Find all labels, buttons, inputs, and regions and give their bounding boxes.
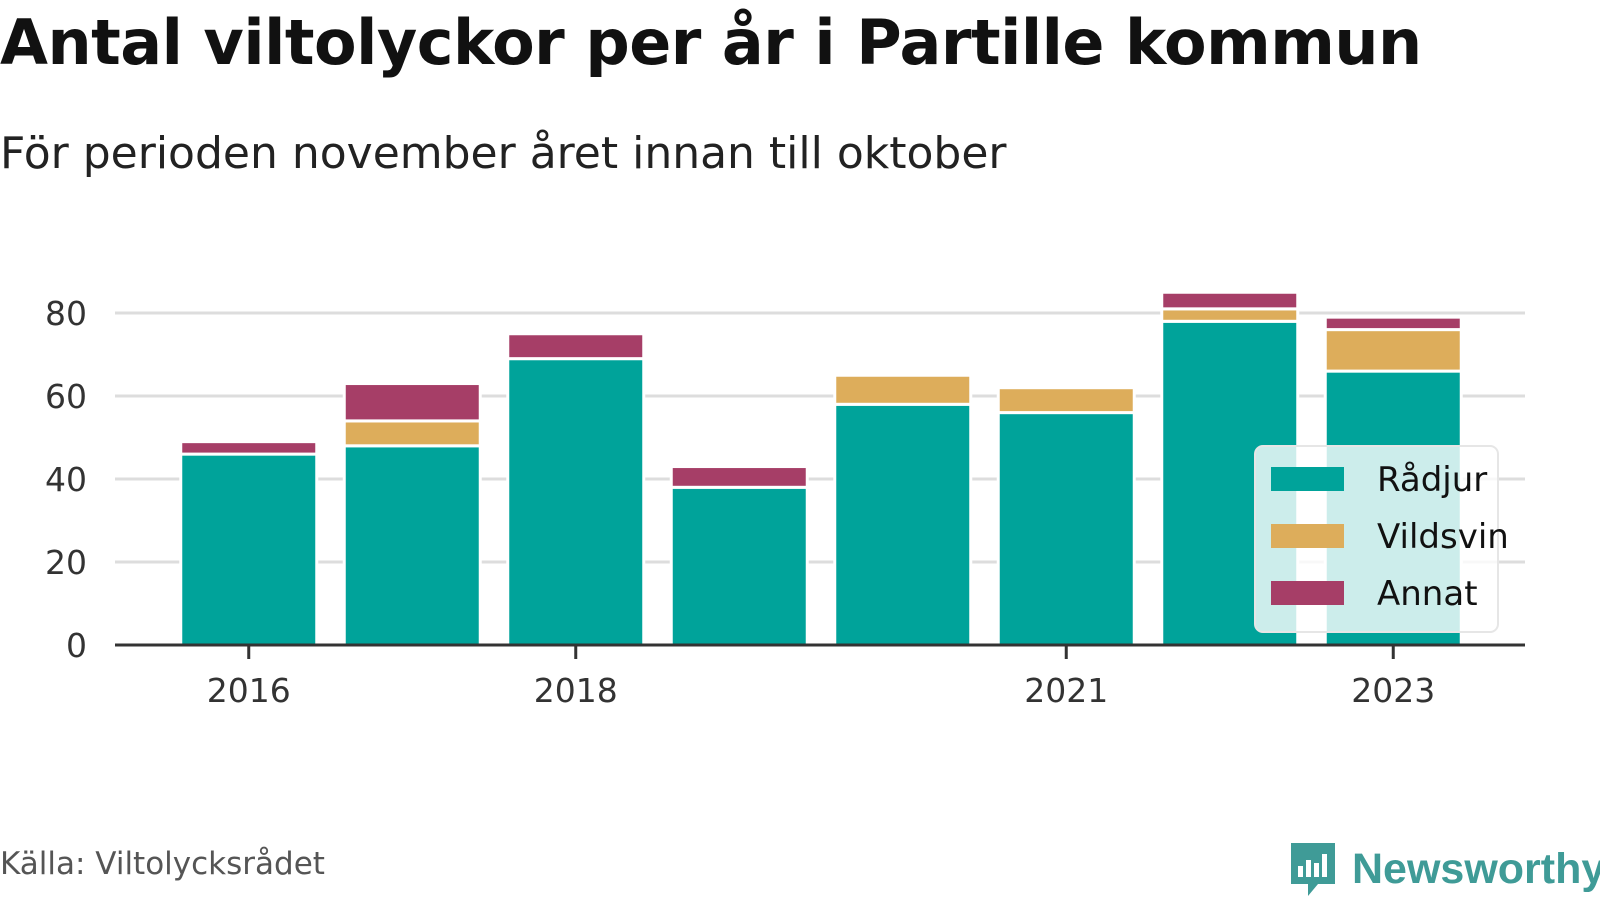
- bar-segment: [342, 382, 482, 423]
- x-tick-label: 2018: [534, 671, 618, 710]
- bar-segment: [833, 373, 973, 406]
- legend-swatch: [1271, 524, 1344, 548]
- bar-segment: [669, 485, 809, 647]
- brand: Newsworthy: [1288, 840, 1600, 898]
- x-tick-label: 2021: [1024, 671, 1108, 710]
- bar-segment: [1160, 290, 1300, 311]
- y-tick-label: 0: [66, 626, 87, 665]
- x-tick-label: 2023: [1351, 671, 1435, 710]
- bar-segment: [342, 444, 482, 647]
- bar-segment: [1323, 328, 1463, 373]
- bar-segment: [996, 386, 1136, 415]
- legend-label: Vildsvin: [1377, 517, 1509, 557]
- brand-name: Newsworthy: [1352, 844, 1600, 893]
- y-tick-label: 40: [45, 460, 87, 499]
- bar-segment: [342, 419, 482, 448]
- bar-segment: [669, 465, 809, 489]
- legend: Rådjur Vildsvin Annat: [1254, 445, 1509, 633]
- source-note: Källa: Viltolycksrådet: [0, 846, 325, 882]
- newsworthy-logo-icon: [1291, 843, 1335, 896]
- legend-label: Rådjur: [1377, 460, 1487, 500]
- y-tick-label: 80: [45, 294, 87, 333]
- y-tick-label: 20: [45, 543, 87, 582]
- bar-segment: [1323, 315, 1463, 332]
- x-tick-label: 2016: [207, 671, 291, 710]
- chart-title: Antal viltolyckor per år i Partille komm…: [0, 6, 1422, 79]
- bar-segment: [179, 452, 319, 647]
- legend-swatch: [1271, 581, 1344, 605]
- bar-segment: [506, 332, 646, 361]
- legend-swatch: [1271, 467, 1344, 491]
- bar-segment: [179, 440, 319, 456]
- legend-label: Annat: [1377, 574, 1478, 614]
- chart-subtitle: För perioden november året innan till ok…: [0, 128, 1007, 179]
- bar-segment: [833, 402, 973, 647]
- axes: 0 20 40 60 80 2016 2018 2021 2023: [45, 294, 1525, 710]
- bar-segment: [506, 357, 646, 647]
- y-tick-label: 60: [45, 377, 87, 416]
- bar-segment: [996, 411, 1136, 647]
- bar-segment: [1160, 307, 1300, 323]
